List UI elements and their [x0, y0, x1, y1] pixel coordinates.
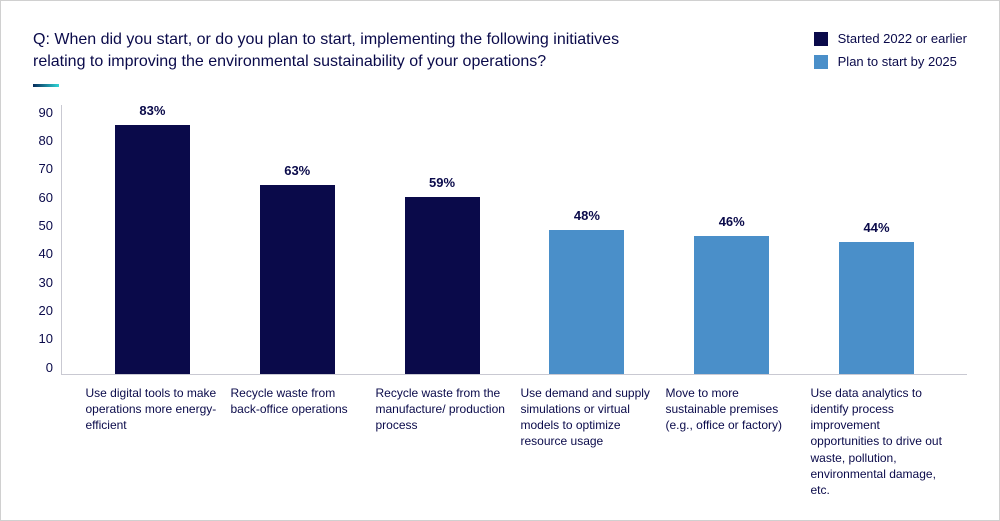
- y-tick: 50: [39, 218, 53, 233]
- y-tick: 60: [39, 190, 53, 205]
- legend-swatch: [814, 55, 828, 69]
- bar: [405, 197, 480, 374]
- legend-swatch: [814, 32, 828, 46]
- bar: [260, 185, 335, 374]
- chart-question: Q: When did you start, or do you plan to…: [33, 29, 643, 74]
- y-tick: 30: [39, 275, 53, 290]
- legend-item: Started 2022 or earlier: [814, 31, 967, 46]
- bar-wrap: 83%: [112, 125, 192, 374]
- y-axis: 90 80 70 60 50 40 30 20 10 0: [33, 105, 61, 375]
- y-tick: 80: [39, 133, 53, 148]
- y-tick: 10: [39, 331, 53, 346]
- bar-wrap: 46%: [692, 236, 772, 374]
- bar: [549, 230, 624, 374]
- bar-value-label: 44%: [837, 220, 917, 235]
- y-tick: 0: [46, 360, 53, 375]
- bar: [694, 236, 769, 374]
- chart-area: 90 80 70 60 50 40 30 20 10 0 83% 63% 59% 48% 46% 44%: [33, 105, 967, 375]
- x-axis-label: Use data analytics to identify process i…: [807, 385, 947, 498]
- chart-header: Q: When did you start, or do you plan to…: [33, 29, 967, 74]
- bar-wrap: 63%: [257, 185, 337, 374]
- bar-value-label: 48%: [547, 208, 627, 223]
- y-tick: 90: [39, 105, 53, 120]
- chart-container: Q: When did you start, or do you plan to…: [0, 0, 1000, 521]
- bar-wrap: 59%: [402, 197, 482, 374]
- legend-label: Started 2022 or earlier: [838, 31, 967, 46]
- bar: [115, 125, 190, 374]
- chart-legend: Started 2022 or earlier Plan to start by …: [814, 31, 967, 69]
- bar-value-label: 46%: [692, 214, 772, 229]
- x-axis-label: Recycle waste from back-office operation…: [227, 385, 367, 498]
- legend-label: Plan to start by 2025: [838, 54, 957, 69]
- x-axis-labels: Use digital tools to make operations mor…: [61, 375, 967, 498]
- x-axis-label: Use digital tools to make operations mor…: [82, 385, 222, 498]
- accent-rule: [33, 84, 59, 87]
- x-axis-label: Use demand and supply simulations or vir…: [517, 385, 657, 498]
- x-axis-label: Recycle waste from the manufacture/ prod…: [372, 385, 512, 498]
- y-tick: 20: [39, 303, 53, 318]
- bar-wrap: 44%: [837, 242, 917, 374]
- bar-value-label: 59%: [402, 175, 482, 190]
- x-axis-label: Move to more sustainable premises (e.g.,…: [662, 385, 802, 498]
- bar: [839, 242, 914, 374]
- bar-wrap: 48%: [547, 230, 627, 374]
- y-tick: 70: [39, 161, 53, 176]
- plot-region: 83% 63% 59% 48% 46% 44%: [61, 105, 967, 375]
- bar-value-label: 63%: [257, 163, 337, 178]
- y-tick: 40: [39, 246, 53, 261]
- legend-item: Plan to start by 2025: [814, 54, 967, 69]
- bar-value-label: 83%: [112, 103, 192, 118]
